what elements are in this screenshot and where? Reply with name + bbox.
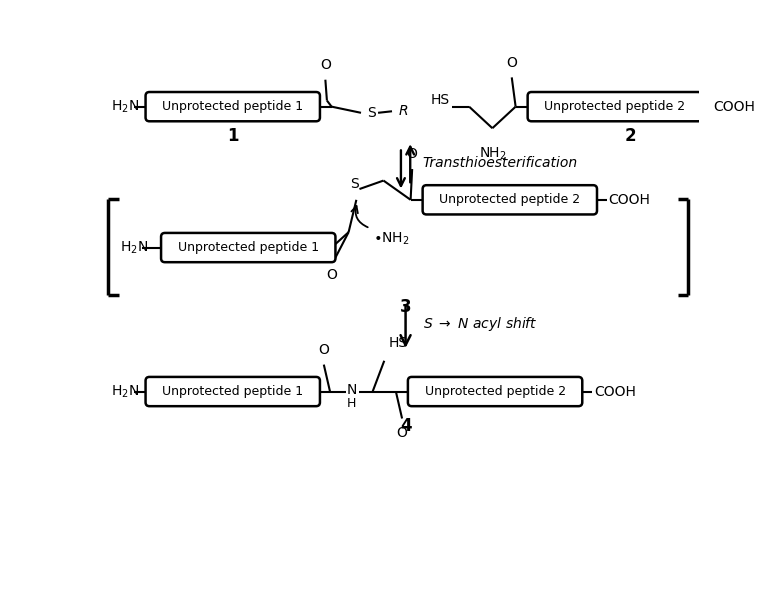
Text: Unprotected peptide 2: Unprotected peptide 2: [544, 100, 685, 113]
Text: O: O: [320, 58, 331, 72]
Text: S: S: [368, 106, 376, 120]
Text: $\bullet$NH$_2$: $\bullet$NH$_2$: [374, 230, 409, 247]
Text: S: S: [350, 176, 359, 191]
Text: COOH: COOH: [594, 385, 636, 398]
FancyBboxPatch shape: [408, 377, 582, 406]
Text: H$_2$N: H$_2$N: [120, 239, 148, 256]
Text: O: O: [396, 426, 407, 440]
Text: N: N: [347, 383, 357, 397]
Text: Transthioesterification: Transthioesterification: [423, 156, 578, 170]
Text: H$_2$N: H$_2$N: [111, 383, 139, 400]
FancyBboxPatch shape: [528, 92, 702, 121]
Text: Unprotected peptide 1: Unprotected peptide 1: [162, 385, 303, 398]
Text: 3: 3: [399, 298, 411, 316]
Text: NH$_2$: NH$_2$: [479, 145, 506, 161]
Text: $S$ $\rightarrow$ $N$ acyl shift: $S$ $\rightarrow$ $N$ acyl shift: [423, 315, 538, 333]
Text: O: O: [507, 56, 517, 70]
FancyBboxPatch shape: [145, 92, 320, 121]
FancyBboxPatch shape: [145, 377, 320, 406]
Text: 4: 4: [399, 417, 411, 435]
Text: Unprotected peptide 1: Unprotected peptide 1: [178, 241, 319, 254]
Text: COOH: COOH: [713, 100, 755, 113]
Text: H$_2$N: H$_2$N: [111, 98, 139, 115]
Text: O: O: [406, 148, 417, 161]
FancyBboxPatch shape: [161, 233, 336, 262]
Text: 1: 1: [227, 127, 239, 145]
Text: O: O: [326, 268, 337, 283]
Text: HS: HS: [430, 94, 450, 107]
Text: COOH: COOH: [608, 193, 650, 207]
Text: O: O: [319, 343, 329, 357]
Text: R: R: [399, 104, 408, 118]
Text: Unprotected peptide 1: Unprotected peptide 1: [162, 100, 303, 113]
Text: H: H: [347, 397, 357, 410]
Text: Unprotected peptide 2: Unprotected peptide 2: [424, 385, 566, 398]
FancyBboxPatch shape: [423, 185, 597, 214]
Text: 2: 2: [625, 127, 636, 145]
Text: HS: HS: [388, 336, 407, 350]
Text: Unprotected peptide 2: Unprotected peptide 2: [439, 193, 580, 206]
